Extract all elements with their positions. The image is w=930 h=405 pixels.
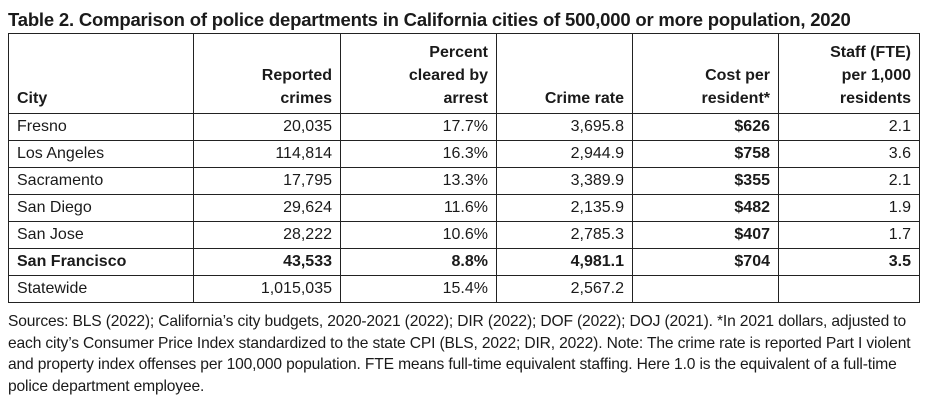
cell-cost: $704 (632, 248, 779, 276)
cell-rate: 2,785.3 (496, 221, 633, 249)
cell-cost: $626 (632, 113, 779, 141)
header-line: Percent (429, 44, 488, 61)
police-comparison-table: City Reported crimes Percent cleared by arr… (8, 33, 920, 303)
header-city: City (8, 33, 194, 114)
cell-staff: 1.7 (778, 221, 920, 249)
cell-rate: 3,695.8 (496, 113, 633, 141)
header-cost-per-resident: Cost per resident* (632, 33, 779, 114)
cell-rate: 4,981.1 (496, 248, 633, 276)
cell-city: San Diego (8, 194, 194, 222)
cell-city: Fresno (8, 113, 194, 141)
cell-reported: 20,035 (193, 113, 341, 141)
cell-staff: 3.6 (778, 140, 920, 168)
cell-staff: 2.1 (778, 167, 920, 195)
cell-city: San Francisco (8, 248, 194, 276)
header-line: cleared by (408, 67, 488, 84)
cell-cleared: 16.3% (340, 140, 497, 168)
cell-cost (632, 275, 779, 303)
table-title: Table 2. Comparison of police department… (8, 9, 851, 30)
header-line: residents (839, 90, 911, 107)
header-percent-cleared: Percent cleared by arrest (340, 33, 497, 114)
cell-rate: 2,944.9 (496, 140, 633, 168)
header-reported-crimes: Reported crimes (193, 33, 341, 114)
cell-city: San Jose (8, 221, 194, 249)
table-notes: Sources: BLS (2022); California’s city b… (8, 313, 911, 395)
header-staff-fte: Staff (FTE) per 1,000 residents (778, 33, 920, 114)
cell-cleared: 17.7% (340, 113, 497, 141)
cell-cost: $407 (632, 221, 779, 249)
cell-cost: $355 (632, 167, 779, 195)
header-line: Cost per (705, 67, 770, 84)
cell-staff: 1.9 (778, 194, 920, 222)
cell-rate: 2,567.2 (496, 275, 633, 303)
cell-cleared: 10.6% (340, 221, 497, 249)
cell-city: Statewide (8, 275, 194, 303)
header-line: resident* (701, 90, 770, 107)
table-row: San Francisco 43,533 8.8% 4,981.1 $704 3.5 (8, 248, 920, 276)
table-row: Sacramento 17,795 13.3% 3,389.9 $355 2.1 (8, 167, 920, 195)
cell-cost: $482 (632, 194, 779, 222)
cell-reported: 29,624 (193, 194, 341, 222)
header-row: City Reported crimes Percent cleared by arr… (8, 33, 920, 114)
cell-reported: 114,814 (193, 140, 341, 168)
header-line: Reported (261, 67, 332, 84)
cell-staff: 2.1 (778, 113, 920, 141)
cell-rate: 3,389.9 (496, 167, 633, 195)
header-line: crimes (280, 90, 332, 107)
cell-reported: 17,795 (193, 167, 341, 195)
cell-city: Sacramento (8, 167, 194, 195)
header-line: Staff (FTE) (830, 44, 911, 61)
cell-staff (778, 275, 920, 303)
cell-cleared: 11.6% (340, 194, 497, 222)
table-row: Statewide 1,015,035 15.4% 2,567.2 (8, 275, 920, 303)
cell-reported: 1,015,035 (193, 275, 341, 303)
cell-staff: 3.5 (778, 248, 920, 276)
table-row: San Jose 28,222 10.6% 2,785.3 $407 1.7 (8, 221, 920, 249)
table-row: San Diego 29,624 11.6% 2,135.9 $482 1.9 (8, 194, 920, 222)
header-line: per 1,000 (841, 67, 911, 84)
table-row: Fresno 20,035 17.7% 3,695.8 $626 2.1 (8, 113, 920, 141)
header-crime-rate: Crime rate (496, 33, 633, 114)
cell-rate: 2,135.9 (496, 194, 633, 222)
cell-city: Los Angeles (8, 140, 194, 168)
cell-reported: 28,222 (193, 221, 341, 249)
cell-reported: 43,533 (193, 248, 341, 276)
header-line: arrest (443, 90, 488, 107)
cell-cleared: 15.4% (340, 275, 497, 303)
cell-cost: $758 (632, 140, 779, 168)
cell-cleared: 13.3% (340, 167, 497, 195)
cell-cleared: 8.8% (340, 248, 497, 276)
table-row: Los Angeles 114,814 16.3% 2,944.9 $758 3.6 (8, 140, 920, 168)
